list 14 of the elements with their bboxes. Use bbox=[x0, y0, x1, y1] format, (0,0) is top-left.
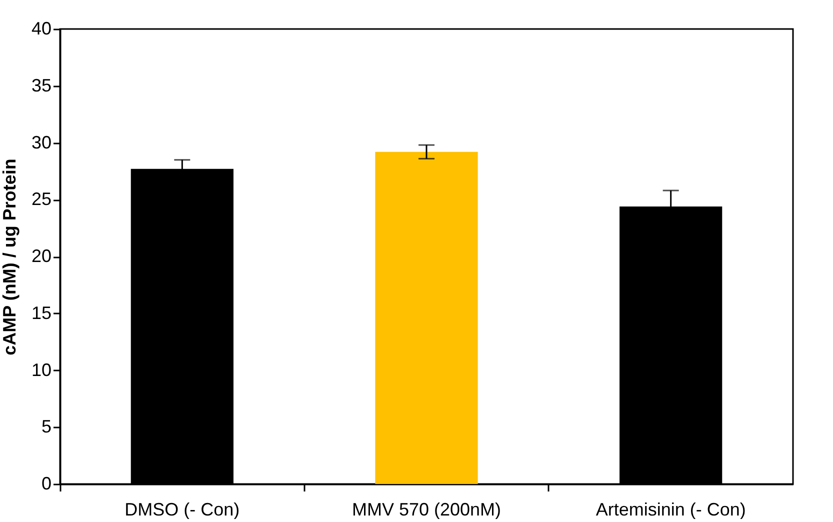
y-tick-label: 15 bbox=[31, 302, 52, 323]
y-tick-label: 20 bbox=[31, 246, 52, 266]
y-axis-title: cAMP (nM) / ug Protein bbox=[0, 158, 20, 356]
y-tick-label: 40 bbox=[31, 18, 52, 38]
bar bbox=[375, 152, 478, 484]
y-tick-label: 30 bbox=[31, 132, 52, 152]
y-tick-label: 35 bbox=[31, 75, 52, 96]
y-tick-label: 10 bbox=[31, 360, 52, 380]
y-tick-label: 25 bbox=[31, 189, 52, 210]
x-tick-label: MMV 570 (200nM) bbox=[352, 500, 502, 520]
y-tick-label: 0 bbox=[41, 474, 52, 494]
x-tick-label: DMSO (- Con) bbox=[124, 500, 240, 520]
y-tick-label: 5 bbox=[41, 416, 52, 437]
x-tick-label: Artemisinin (- Con) bbox=[596, 500, 746, 520]
